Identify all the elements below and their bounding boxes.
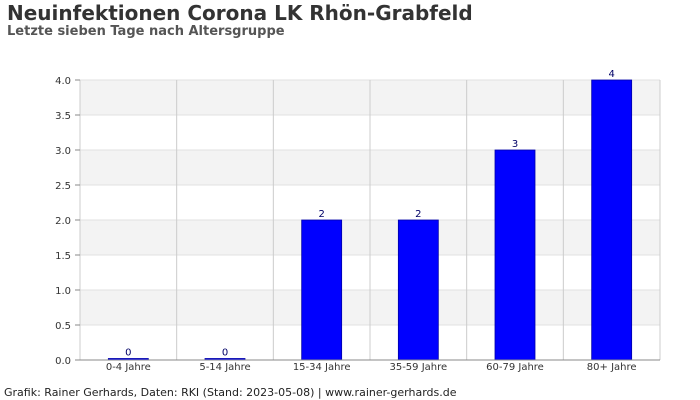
bar	[591, 79, 633, 361]
y-tick-label: 1.5	[55, 251, 71, 262]
x-tick-label: 35-59 Jahre	[389, 362, 447, 373]
data-labels: 0 0 2 2 3 4	[125, 69, 615, 359]
y-tick-label: 4.0	[55, 76, 71, 87]
x-tick-label: 5-14 Jahre	[199, 362, 250, 373]
bar	[397, 219, 439, 361]
x-axis-ticks: 0-4 Jahre 5-14 Jahre 15-34 Jahre 35-59 Jahr…	[106, 362, 637, 373]
bar-value-label: 0	[125, 348, 131, 359]
vertical-gridlines	[79, 80, 661, 360]
y-tick-label: 0.0	[55, 356, 71, 367]
source-footer: Grafik: Rainer Gerhards, Daten: RKI (Sta…	[4, 386, 457, 399]
bar-value-label: 2	[415, 209, 421, 220]
bars	[107, 79, 633, 361]
x-tick-label: 15-34 Jahre	[293, 362, 351, 373]
y-tick-label: 0.5	[55, 321, 71, 332]
bar	[494, 149, 536, 361]
bar-value-label: 4	[608, 69, 614, 80]
bar-value-label: 2	[318, 209, 324, 220]
x-tick-label: 0-4 Jahre	[106, 362, 151, 373]
y-tick-label: 3.5	[55, 111, 71, 122]
chart-subtitle: Letzte sieben Tage nach Altersgruppe	[7, 24, 285, 39]
x-tick-label: 60-79 Jahre	[486, 362, 544, 373]
y-axis-ticks: 0.0 0.5 1.0 1.5 2.0 2.5 3.0 3.5 4.0	[55, 76, 80, 367]
bar-value-label: 3	[512, 139, 518, 150]
chart-title: Neuinfektionen Corona LK Rhön-Grabfeld	[7, 1, 473, 25]
x-tick-label: 80+ Jahre	[587, 362, 637, 373]
bar	[301, 219, 343, 361]
y-tick-label: 2.0	[55, 216, 71, 227]
y-tick-label: 3.0	[55, 146, 71, 157]
y-tick-label: 2.5	[55, 181, 71, 192]
y-tick-label: 1.0	[55, 286, 71, 297]
bar-value-label: 0	[222, 348, 228, 359]
